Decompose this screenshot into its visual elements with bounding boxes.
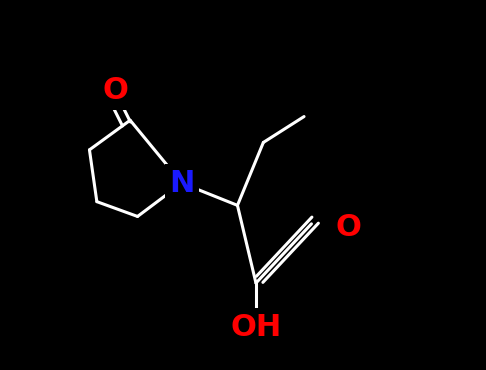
Text: O: O bbox=[335, 213, 362, 242]
Text: N: N bbox=[169, 169, 194, 198]
Text: O: O bbox=[103, 76, 128, 105]
Text: OH: OH bbox=[230, 313, 281, 342]
